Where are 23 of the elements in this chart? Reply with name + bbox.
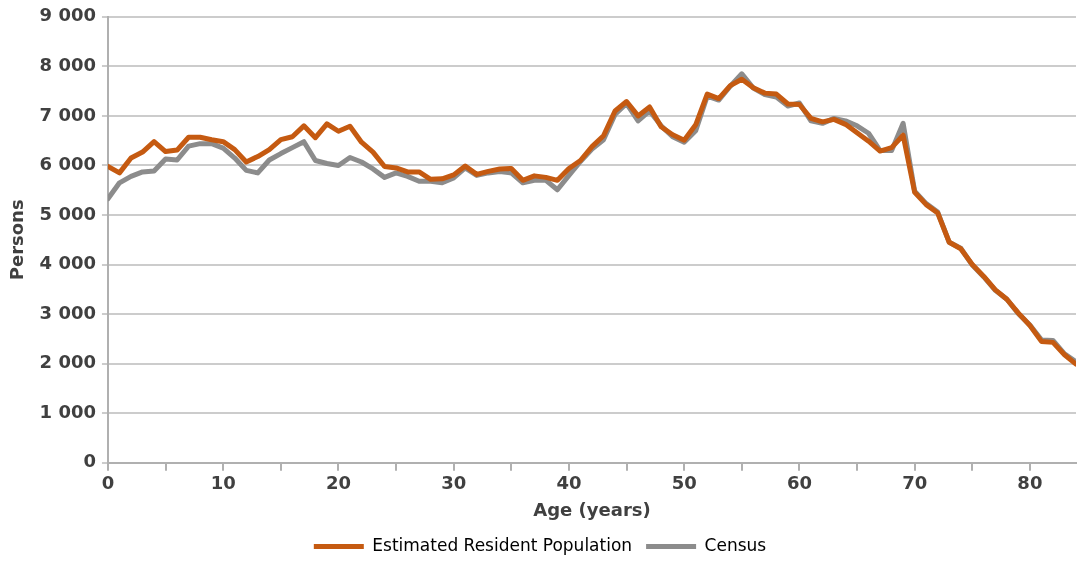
legend-label: Estimated Resident Population <box>372 534 633 555</box>
y-tick-label: 1 000 <box>39 400 96 422</box>
y-tick-label: 8 000 <box>39 54 96 76</box>
y-tick-label: 3 000 <box>39 301 96 323</box>
x-tick-label: 30 <box>441 472 467 494</box>
x-tick-label: 80 <box>1017 472 1043 494</box>
y-tick-label: 7 000 <box>39 103 96 125</box>
y-tick-label: 9 000 <box>39 4 96 26</box>
x-tick-label: 10 <box>210 472 236 494</box>
legend-label: Census <box>704 534 767 555</box>
y-tick-label: 0 <box>83 450 96 472</box>
y-tick-label: 4 000 <box>39 252 96 274</box>
y-tick-label: 6 000 <box>39 153 96 175</box>
x-tick-label: 60 <box>786 472 812 494</box>
x-tick-label: 70 <box>902 472 928 494</box>
y-tick-label: 5 000 <box>39 202 96 224</box>
x-tick-label: 20 <box>325 472 351 494</box>
x-axis-title: Age (years) <box>533 498 651 520</box>
x-tick-label: 0 <box>101 472 115 494</box>
x-tick-label: 40 <box>556 472 582 494</box>
y-axis-title: Persons <box>6 199 28 281</box>
y-tick-label: 2 000 <box>39 351 96 373</box>
x-tick-label: 50 <box>671 472 697 494</box>
